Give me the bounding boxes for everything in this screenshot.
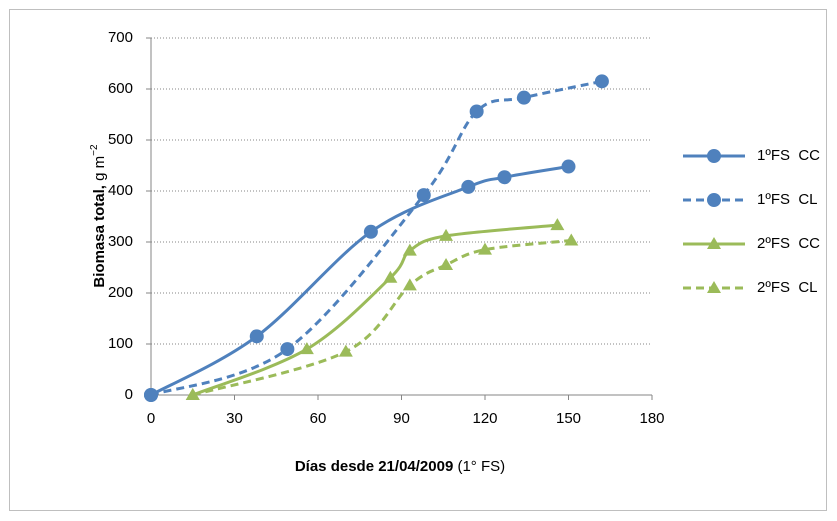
marker xyxy=(561,159,576,174)
x-tick-label: 60 xyxy=(310,410,327,427)
marker xyxy=(249,329,264,344)
legend-label: 1ºFS CC xyxy=(757,147,820,164)
x-label-main: Días desde 21/04/2009 xyxy=(295,458,453,475)
y-label-exp: −2 xyxy=(89,144,100,156)
marker xyxy=(439,228,454,241)
legend-marker xyxy=(707,281,721,293)
legend-marker xyxy=(707,237,721,249)
marker xyxy=(363,224,378,239)
x-tick-label: 120 xyxy=(472,410,497,427)
marker xyxy=(383,270,398,283)
y-tick-label: 0 xyxy=(125,386,133,403)
y-tick-label: 700 xyxy=(108,29,133,46)
marker xyxy=(516,90,531,105)
marker xyxy=(402,243,417,256)
x-label-note: (1° FS) xyxy=(457,458,505,475)
x-tick-label: 30 xyxy=(226,410,243,427)
y-tick-label: 400 xyxy=(108,182,133,199)
marker xyxy=(439,257,454,270)
marker xyxy=(338,344,353,357)
marker xyxy=(469,104,484,119)
marker xyxy=(564,233,579,246)
marker xyxy=(416,188,431,203)
marker xyxy=(497,170,512,185)
y-tick-label: 100 xyxy=(108,335,133,352)
y-tick-label: 200 xyxy=(108,284,133,301)
series-line xyxy=(192,223,558,397)
x-tick-label: 0 xyxy=(147,410,155,427)
marker xyxy=(280,342,295,357)
legend-marker xyxy=(707,193,721,207)
x-tick-label: 90 xyxy=(393,410,410,427)
legend-label: 2ºFS CC xyxy=(757,235,820,252)
marker xyxy=(402,278,417,291)
legend-marker xyxy=(707,149,721,163)
y-tick-label: 600 xyxy=(108,80,133,97)
y-label-unit: g m xyxy=(91,156,108,181)
marker xyxy=(478,242,492,255)
y-tick-label: 500 xyxy=(108,131,133,148)
series-line xyxy=(192,238,572,397)
legend-label: 1ºFS CL xyxy=(757,191,818,208)
y-tick-label: 300 xyxy=(108,233,133,250)
x-axis-label: Días desde 21/04/2009 (1° FS) xyxy=(295,458,505,475)
y-label-main: Biomasa total, xyxy=(91,185,108,288)
marker xyxy=(185,388,200,400)
x-tick-label: 150 xyxy=(556,410,581,427)
marker xyxy=(550,218,565,231)
legend-label: 2ºFS CL xyxy=(757,279,818,296)
marker xyxy=(461,179,476,194)
marker xyxy=(299,342,314,355)
y-axis-label: Biomasa total, g m−2 xyxy=(89,144,108,288)
marker xyxy=(144,388,158,402)
chart-frame xyxy=(9,9,827,511)
marker xyxy=(594,74,609,89)
x-tick-label: 180 xyxy=(639,410,664,427)
